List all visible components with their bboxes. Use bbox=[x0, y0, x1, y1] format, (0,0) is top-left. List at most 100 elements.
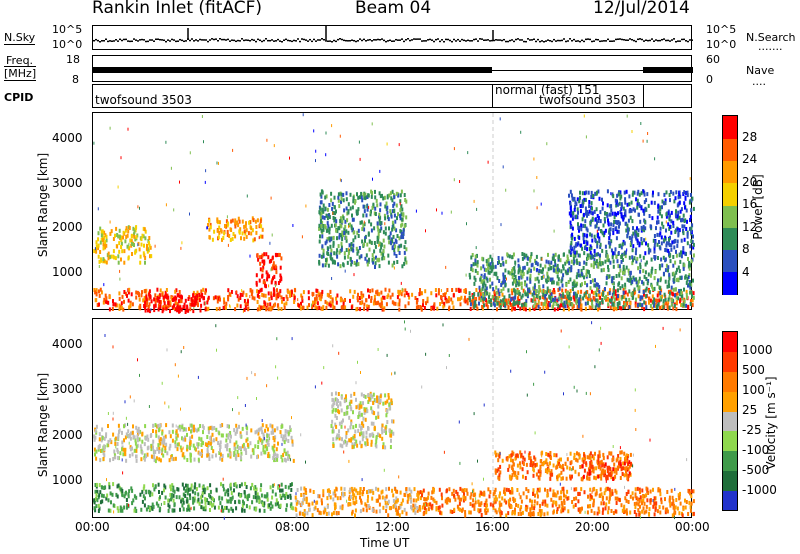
heatmap-cell bbox=[144, 424, 147, 429]
heatmap-cell bbox=[190, 302, 193, 307]
heatmap-cell bbox=[285, 507, 288, 512]
heatmap-cell bbox=[329, 303, 332, 308]
heatmap-cell bbox=[257, 257, 260, 262]
heatmap-speckle bbox=[533, 157, 535, 161]
heatmap-cell bbox=[637, 286, 640, 291]
heatmap-cell bbox=[583, 251, 586, 256]
heatmap-speckle bbox=[500, 223, 502, 227]
heatmap-cell bbox=[381, 295, 384, 300]
noise-point bbox=[595, 38, 597, 41]
heatmap-cell bbox=[501, 256, 504, 261]
heatmap-cell bbox=[167, 498, 170, 503]
heatmap-speckle bbox=[398, 143, 400, 147]
heatmap-cell bbox=[644, 219, 647, 224]
heatmap-cell bbox=[579, 204, 582, 209]
heatmap-cell bbox=[136, 438, 139, 443]
heatmap-cell bbox=[179, 445, 182, 450]
heatmap-cell bbox=[280, 495, 283, 500]
heatmap-cell bbox=[668, 193, 671, 197]
heatmap-cell bbox=[171, 305, 174, 310]
heatmap-cell bbox=[606, 189, 609, 194]
heatmap-cell bbox=[395, 511, 398, 516]
heatmap-cell bbox=[622, 290, 625, 295]
heatmap-cell bbox=[99, 250, 102, 254]
heatmap-cell bbox=[281, 424, 284, 429]
heatmap-cell bbox=[397, 245, 400, 250]
heatmap-cell bbox=[286, 452, 289, 457]
heatmap-cell bbox=[239, 433, 242, 438]
noise-point bbox=[451, 40, 453, 43]
heatmap-cell bbox=[96, 498, 99, 503]
heatmap-cell bbox=[367, 504, 370, 508]
heatmap-cell bbox=[291, 442, 294, 447]
heatmap-cell bbox=[261, 268, 264, 273]
noise-point bbox=[257, 38, 259, 41]
noise-point bbox=[475, 38, 477, 40]
noise-point bbox=[363, 38, 365, 41]
heatmap-cell bbox=[363, 209, 366, 214]
heatmap-speckle bbox=[313, 129, 315, 133]
heatmap-cell bbox=[367, 288, 369, 293]
heatmap-cell bbox=[527, 287, 529, 292]
heatmap-cell bbox=[663, 192, 666, 197]
heatmap-cell bbox=[393, 241, 396, 246]
heatmap-cell bbox=[180, 448, 183, 453]
heatmap-cell bbox=[280, 295, 283, 300]
heatmap-cell bbox=[505, 298, 508, 303]
heatmap-speckle bbox=[378, 215, 379, 219]
heatmap-cell bbox=[118, 249, 121, 254]
heatmap-cell bbox=[340, 196, 343, 201]
heatmap-cell bbox=[226, 499, 229, 504]
heatmap-cell bbox=[206, 450, 209, 455]
heatmap-cell bbox=[172, 498, 175, 503]
heatmap-cell bbox=[568, 302, 571, 307]
heatmap-cell bbox=[374, 206, 377, 211]
heatmap-cell bbox=[251, 289, 254, 294]
heatmap-cell bbox=[257, 289, 260, 294]
heatmap-cell bbox=[229, 496, 232, 501]
heatmap-cell bbox=[635, 297, 637, 302]
heatmap-cell bbox=[596, 282, 599, 287]
heatmap-cell bbox=[227, 297, 230, 302]
heatmap-cell bbox=[376, 257, 379, 262]
heatmap-cell bbox=[405, 260, 408, 265]
heatmap-cell bbox=[668, 284, 670, 289]
heatmap-cell bbox=[123, 290, 126, 294]
heatmap-cell bbox=[371, 288, 374, 293]
noise-point bbox=[337, 38, 339, 41]
heatmap-cell bbox=[571, 196, 574, 201]
heatmap-cell bbox=[204, 442, 207, 447]
heatmap-cell bbox=[212, 502, 215, 507]
heatmap-cell bbox=[185, 427, 187, 432]
heatmap-cell bbox=[287, 289, 290, 294]
heatmap-cell bbox=[376, 239, 379, 244]
heatmap-cell bbox=[116, 449, 119, 454]
heatmap-cell bbox=[161, 431, 164, 436]
heatmap-cell bbox=[692, 291, 695, 296]
heatmap-cell bbox=[638, 285, 641, 290]
heatmap-cell bbox=[312, 292, 315, 297]
heatmap-cell bbox=[368, 239, 371, 244]
heatmap-cell bbox=[690, 239, 693, 244]
heatmap-cell bbox=[601, 261, 604, 266]
heatmap-cell bbox=[181, 436, 183, 441]
heatmap-cell bbox=[541, 289, 544, 294]
heatmap-cell bbox=[274, 264, 277, 269]
heatmap-cell bbox=[333, 305, 336, 310]
heatmap-cell bbox=[558, 295, 561, 300]
heatmap-cell bbox=[523, 265, 526, 270]
heatmap-cell bbox=[401, 510, 404, 515]
heatmap-speckle bbox=[679, 190, 681, 194]
heatmap-cell bbox=[263, 260, 266, 265]
heatmap-cell bbox=[109, 231, 112, 236]
noise-point bbox=[251, 38, 253, 41]
heatmap-cell bbox=[570, 241, 573, 245]
heatmap-cell bbox=[234, 218, 237, 223]
heatmap-cell bbox=[184, 298, 187, 303]
heatmap-cell bbox=[174, 440, 177, 445]
heatmap-cell bbox=[332, 243, 335, 248]
heatmap-cell bbox=[650, 257, 653, 262]
heatmap-cell bbox=[185, 488, 188, 493]
heatmap-cell bbox=[692, 511, 695, 516]
heatmap-cell bbox=[98, 506, 101, 511]
